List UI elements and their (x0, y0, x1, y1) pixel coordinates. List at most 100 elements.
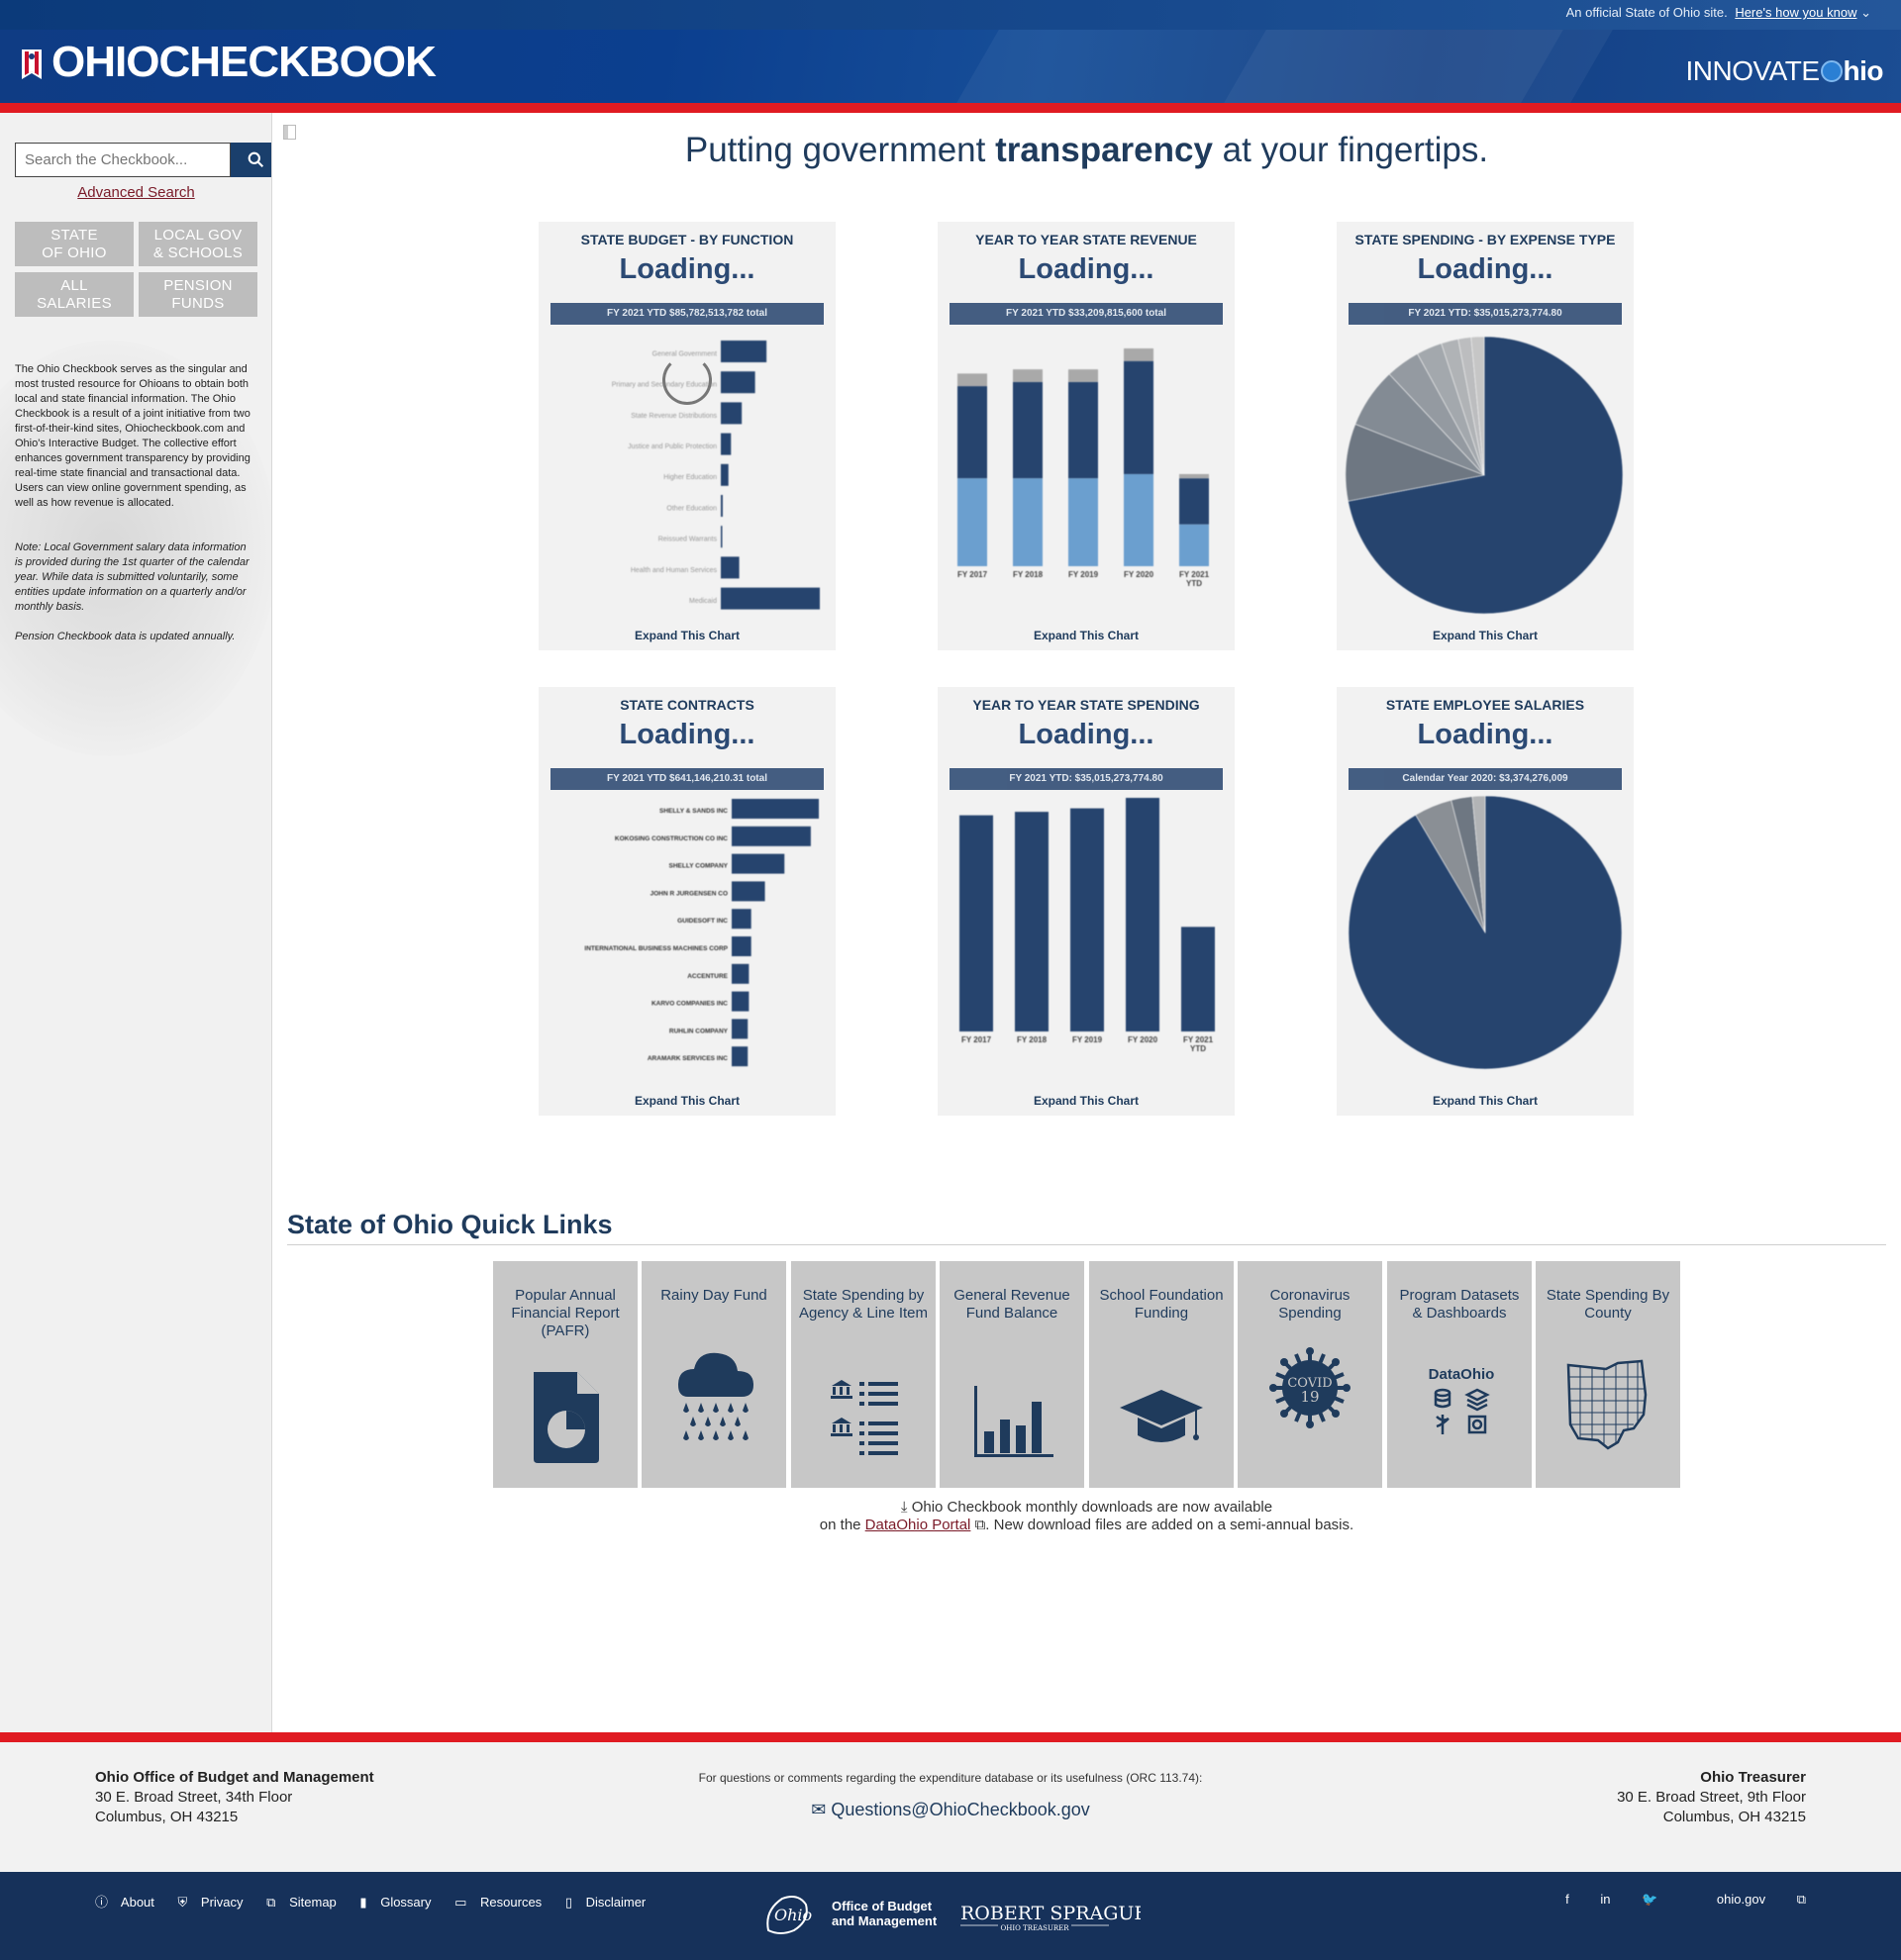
footer-link-sitemap[interactable]: ⧉ Sitemap (266, 1895, 347, 1910)
bar (732, 991, 750, 1012)
obm-logo-line1: Office of Budget (832, 1899, 933, 1913)
footer-link-disclaimer[interactable]: ▯ Disclaimer (565, 1895, 655, 1910)
header-red-stripe (0, 103, 1901, 113)
facebook-icon[interactable]: f (1565, 1892, 1569, 1907)
tick-label: FY 2019 (1068, 570, 1099, 579)
nav-label-line2: FUNDS (171, 295, 225, 312)
ohio-obm-logo[interactable]: Ohio Office of Budget and Management (766, 1896, 938, 1934)
bar (1070, 808, 1104, 1031)
bar-chart-icon (974, 1386, 1053, 1457)
bar (1013, 381, 1043, 479)
expand-chart-link[interactable]: Expand This Chart (1033, 1094, 1139, 1108)
how-you-know-link[interactable]: Here's how you know (1735, 5, 1857, 20)
card-total: FY 2021 YTD $33,209,815,600 total (950, 303, 1223, 325)
ohio-gov-link[interactable]: ohio.gov ⧉ (1689, 1892, 1806, 1907)
bar (732, 799, 819, 819)
advanced-search-link[interactable]: Advanced Search (77, 184, 195, 201)
quick-link-spending-by-county[interactable]: State Spending By County (1536, 1261, 1680, 1488)
email-text[interactable]: Questions@OhioCheckbook.gov (831, 1800, 1090, 1819)
tick-label: FY 2019 (1072, 1035, 1103, 1044)
pie-slice (1470, 336, 1485, 476)
chart-card-employee-salaries[interactable]: STATE EMPLOYEE SALARIES Loading... Calen… (1337, 687, 1634, 1116)
linkedin-icon[interactable]: in (1600, 1892, 1611, 1907)
quick-link-pafr[interactable]: Popular Annual Financial Report (PAFR) (493, 1261, 638, 1488)
footer-links: ⓘ About ⛨ Privacy ⧉ Sitemap ▮ Glossary ▭… (95, 1892, 665, 1911)
bar-label: State Revenue Distributions (631, 413, 717, 420)
dataohio-portal-link[interactable]: DataOhio Portal (864, 1517, 971, 1533)
footer-email-link[interactable]: ✉ Questions@OhioCheckbook.gov (554, 1800, 1347, 1820)
quick-link-program-datasets[interactable]: Program Datasets & Dashboards DataOhio (1387, 1261, 1532, 1488)
sidebar-collapse-icon[interactable] (283, 125, 296, 140)
footer-link-label: Glossary (380, 1895, 432, 1910)
dataohio-icon: DataOhio (1429, 1366, 1494, 1434)
book-icon: ▮ (359, 1895, 367, 1910)
nav-state-of-ohio[interactable]: STATE OF OHIO (15, 222, 134, 266)
expand-chart-link[interactable]: Expand This Chart (634, 1094, 740, 1108)
bar (732, 826, 811, 846)
bar-label: General Government (652, 350, 717, 357)
bar-label: KOKOSING CONSTRUCTION CO INC (615, 835, 728, 842)
search-input[interactable] (15, 143, 231, 177)
chart-card-state-contracts[interactable]: STATE CONTRACTS Loading... FY 2021 YTD $… (539, 687, 836, 1116)
bar (721, 371, 755, 394)
quick-link-coronavirus-spending[interactable]: Coronavirus Spending COVID 19 (1238, 1261, 1382, 1488)
site-logo-title[interactable]: OHIOCHECKBOOK (51, 38, 437, 86)
tick-label: FY 2020 (1128, 1035, 1158, 1044)
footer-link-about[interactable]: ⓘ About (95, 1895, 164, 1910)
footer-bottom-bar (0, 1872, 1901, 1960)
treasurer-logo[interactable]: ROBERT SPRAGUE OHIO TREASURER (960, 1903, 1141, 1932)
rain-cloud-icon (678, 1352, 753, 1440)
chart-card-spending-by-expense[interactable]: STATE SPENDING - BY EXPENSE TYPE Loading… (1337, 222, 1634, 650)
bar (721, 341, 767, 362)
chart-card-state-revenue[interactable]: YEAR TO YEAR STATE REVENUE Loading... FY… (938, 222, 1235, 650)
obm-street: 30 E. Broad Street, 34th Floor (95, 1789, 293, 1806)
chevron-down-icon[interactable]: ⌄ (1860, 5, 1871, 20)
nav-local-gov-schools[interactable]: LOCAL GOV & SCHOOLS (139, 222, 257, 266)
card-title: STATE SPENDING - BY EXPENSE TYPE (1354, 232, 1616, 247)
footer-link-glossary[interactable]: ▮ Glossary (359, 1895, 441, 1910)
tick-label: FY 2018 (1013, 570, 1044, 579)
card-total: FY 2021 YTD: $35,015,273,774.80 (950, 768, 1223, 790)
expand-chart-link[interactable]: Expand This Chart (1432, 1094, 1538, 1108)
expand-chart-link[interactable]: Expand This Chart (1432, 629, 1538, 642)
bar (1179, 473, 1209, 479)
bar (732, 1019, 749, 1039)
bar (721, 556, 740, 579)
expand-chart-link[interactable]: Expand This Chart (1033, 629, 1139, 642)
card-title: YEAR TO YEAR STATE REVENUE (975, 232, 1197, 247)
globe-icon (1820, 60, 1843, 82)
obm-logo-line2: and Management (832, 1913, 938, 1928)
ohio-text: hio (1843, 55, 1884, 86)
bar (732, 963, 750, 984)
ohio-flag-icon[interactable] (20, 48, 44, 81)
svg-text:Ohio: Ohio (774, 1906, 812, 1924)
quick-link-agency-spending[interactable]: State Spending by Agency & Line Item (791, 1261, 936, 1488)
bar-label: ACCENTURE (687, 973, 728, 980)
bar (732, 853, 785, 874)
chart-card-state-spending[interactable]: YEAR TO YEAR STATE SPENDING Loading... F… (938, 687, 1235, 1116)
external-link-icon[interactable]: ⧉ (974, 1517, 986, 1533)
chart-employee-salaries (1348, 795, 1623, 1070)
search-button[interactable] (231, 143, 271, 177)
chart-card-budget-by-function[interactable]: STATE BUDGET - BY FUNCTION Loading... FY… (539, 222, 836, 650)
bar-label: SHELLY COMPANY (669, 863, 729, 870)
tagline-bold: transparency (995, 131, 1213, 169)
card-total: Calendar Year 2020: $3,374,276,009 (1349, 768, 1622, 790)
covid-icon: COVID 19 (1269, 1347, 1351, 1428)
innovate-ohio-logo[interactable]: INNOVATE hio (1686, 55, 1884, 87)
footer-link-privacy[interactable]: ⛨ Privacy (178, 1895, 253, 1910)
nav-all-salaries[interactable]: ALL SALARIES (15, 272, 134, 317)
bar (1179, 524, 1209, 566)
bar (732, 881, 765, 902)
quick-link-rainy-day-fund[interactable]: Rainy Day Fund (642, 1261, 786, 1488)
treasurer-logo-name: ROBERT SPRAGUE (960, 1903, 1141, 1924)
quick-link-school-foundation[interactable]: School Foundation Funding (1089, 1261, 1234, 1488)
bar (1015, 812, 1049, 1031)
expand-chart-link[interactable]: Expand This Chart (634, 629, 740, 642)
quick-link-revenue-fund-balance[interactable]: General Revenue Fund Balance (940, 1261, 1084, 1488)
twitter-icon[interactable]: 🐦 (1642, 1892, 1658, 1907)
bar-label: ARAMARK SERVICES INC (648, 1055, 728, 1062)
quick-link-label: General Revenue Fund Balance (953, 1287, 1070, 1322)
footer-link-resources[interactable]: ▭ Resources (454, 1895, 551, 1910)
nav-pension-funds[interactable]: PENSION FUNDS (139, 272, 257, 317)
